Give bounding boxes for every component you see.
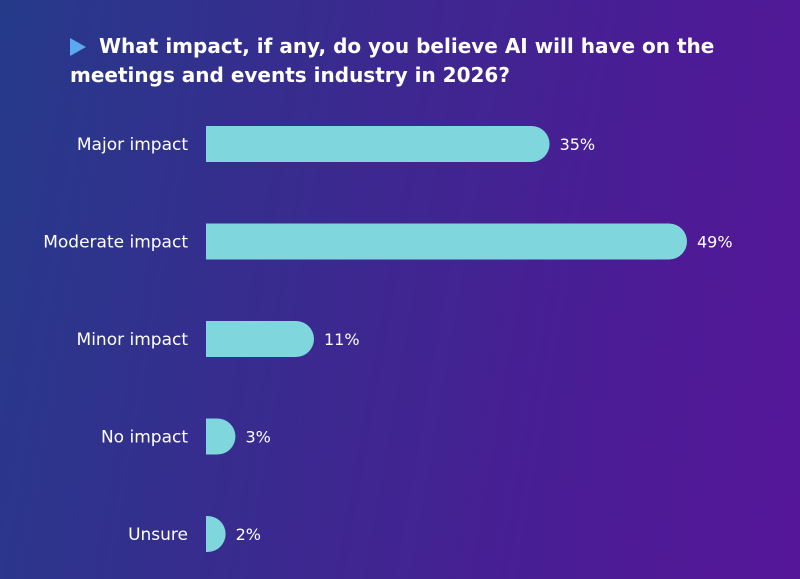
value-label-moderate-impact: 49%	[697, 233, 733, 252]
value-label-no-impact: 3%	[245, 428, 270, 447]
play-triangle-icon	[70, 38, 86, 56]
category-label-major-impact: Major impact	[77, 135, 188, 155]
bar-minor-impact	[206, 321, 314, 357]
category-label-moderate-impact: Moderate impact	[43, 233, 188, 253]
bar-unsure	[206, 516, 226, 552]
value-label-unsure: 2%	[236, 525, 261, 544]
chart-title-block: What impact, if any, do you believe AI w…	[70, 32, 770, 90]
category-label-unsure: Unsure	[128, 525, 188, 545]
category-label-no-impact: No impact	[101, 428, 188, 448]
chart-title: What impact, if any, do you believe AI w…	[70, 34, 715, 87]
category-label-minor-impact: Minor impact	[77, 330, 189, 350]
bar-moderate-impact	[206, 223, 687, 260]
value-label-minor-impact: 11%	[324, 330, 360, 349]
value-label-major-impact: 35%	[560, 135, 596, 154]
bar-major-impact	[206, 126, 550, 162]
bar-no-impact	[206, 418, 236, 455]
